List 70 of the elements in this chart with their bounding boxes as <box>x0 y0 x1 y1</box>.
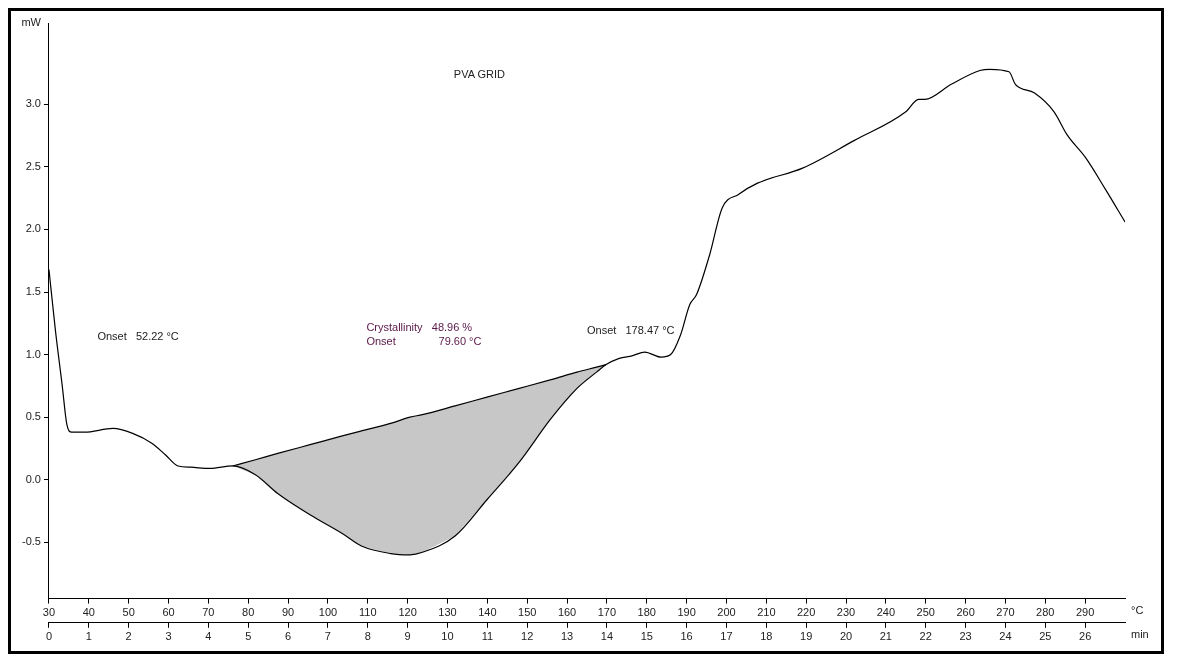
x-tick-label: 130 <box>438 606 457 619</box>
x2-tick-label: 22 <box>919 630 932 643</box>
y-tick-label: 0.0 <box>25 472 41 485</box>
x2-tick-label: 2 <box>125 630 132 643</box>
x2-tick-label: 23 <box>959 630 972 643</box>
x-axis-title: °C <box>1131 603 1144 616</box>
x-tick-label: 160 <box>557 606 577 619</box>
x2-tick-label: 1 <box>85 630 92 643</box>
x-tick-label: 230 <box>836 606 856 619</box>
x-tick-label: 150 <box>518 606 537 619</box>
x-tick-label: 180 <box>637 606 656 619</box>
x2-tick-label: 0 <box>45 630 53 643</box>
annotation: Onset 178.47 °C <box>586 323 675 336</box>
x2-tick-label: 24 <box>999 630 1012 643</box>
x2-tick-label: 6 <box>285 630 292 643</box>
x2-tick-label: 25 <box>1039 630 1052 643</box>
x2-tick-label: 4 <box>205 630 212 643</box>
x-tick-label: 140 <box>478 606 497 619</box>
x2-tick-label: 14 <box>600 630 614 643</box>
x2-tick-label: 15 <box>640 630 653 643</box>
x-tick-label: 50 <box>122 606 135 619</box>
x2-tick-label: 8 <box>364 630 371 643</box>
text: PVA GRID <box>453 67 505 80</box>
x2-tick-label: 7 <box>324 630 331 643</box>
x-tick-label: 120 <box>398 606 417 619</box>
y-axis-title: mW <box>21 16 42 29</box>
x-tick-label: 70 <box>202 606 215 619</box>
x2-tick-label: 18 <box>760 630 773 643</box>
x2-axis-title: min <box>1131 627 1149 640</box>
y-tick-label: 0.5 <box>25 410 41 423</box>
x2-tick-label: 20 <box>839 630 853 643</box>
x-tick-label: 90 <box>281 606 295 619</box>
x2-tick-label: 9 <box>404 630 411 643</box>
x2-tick-label: 12 <box>521 630 534 643</box>
x-tick-label: 200 <box>717 606 736 619</box>
x-tick-label: 250 <box>916 606 935 619</box>
x2-tick-label: 10 <box>441 630 454 643</box>
x-tick-label: 80 <box>242 606 255 619</box>
x2-tick-label: 11 <box>481 630 494 643</box>
x-tick-label: 240 <box>876 606 896 619</box>
y-tick-label: 1.0 <box>25 347 41 360</box>
y-tick-label: 2.5 <box>25 159 41 172</box>
y-tick-label: 3.0 <box>25 97 41 110</box>
x-tick-label: 60 <box>162 606 175 619</box>
x-tick-label: 280 <box>1036 606 1055 619</box>
x-tick-label: 210 <box>757 606 776 619</box>
x2-tick-label: 3 <box>165 630 172 643</box>
x-tick-label: 220 <box>796 606 816 619</box>
x-tick-label: 170 <box>597 606 617 619</box>
x-tick-label: 190 <box>677 606 696 619</box>
x2-tick-label: 21 <box>879 630 892 643</box>
x-tick-label: 30 <box>42 606 56 619</box>
x2-tick-label: 13 <box>560 630 574 643</box>
annotation: Onset 79.60 °C <box>366 335 482 348</box>
x-tick-label: 290 <box>1075 606 1095 619</box>
x-tick-label: 40 <box>82 606 95 619</box>
x-tick-label: 100 <box>318 606 338 619</box>
x2-tick-label: 17 <box>720 630 733 643</box>
x2-tick-label: 5 <box>245 630 252 643</box>
x-tick-label: 270 <box>996 606 1015 619</box>
x2-tick-label: 16 <box>680 630 693 643</box>
y-tick-label: 2.0 <box>25 222 41 235</box>
x2-tick-label: 26 <box>1079 630 1092 643</box>
x-tick-label: 260 <box>956 606 975 619</box>
x2-tick-label: 19 <box>800 630 813 643</box>
y-tick-label: -0.5 <box>21 535 41 548</box>
y-tick-label: 1.5 <box>25 285 41 298</box>
annotation: Crystallinity 48.96 % <box>366 321 473 334</box>
annotation: Onset 52.22 °C <box>97 329 179 342</box>
x-tick-label: 110 <box>359 606 377 619</box>
